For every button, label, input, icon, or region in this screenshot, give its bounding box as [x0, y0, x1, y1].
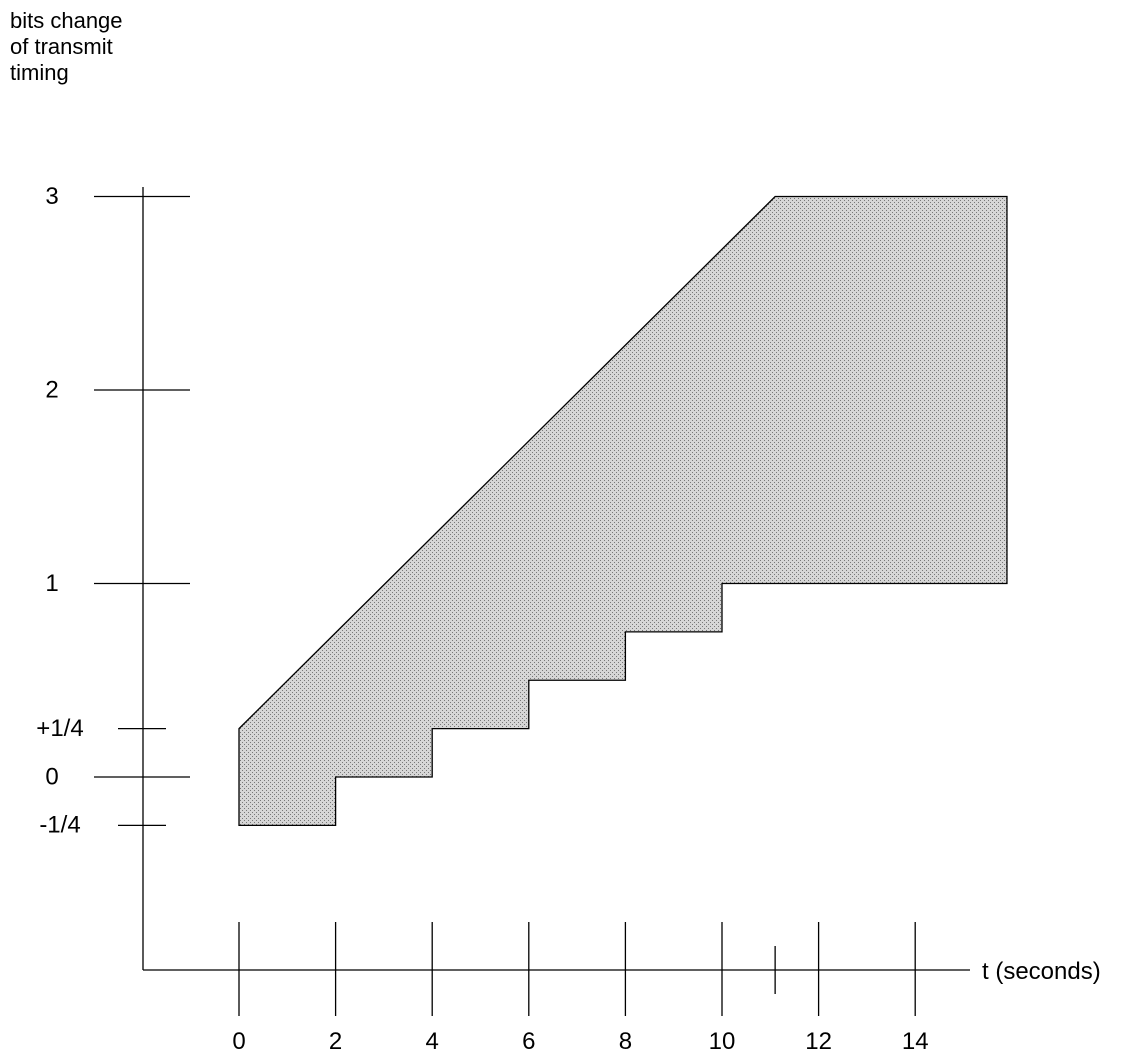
x-tick-label: 12 — [805, 1028, 832, 1055]
x-tick-label: 4 — [426, 1028, 439, 1055]
x-tick-label: 6 — [522, 1028, 535, 1055]
x-tick-label: 0 — [232, 1028, 245, 1055]
y-axis-title-line: bits change — [10, 8, 123, 33]
x-tick-label: 14 — [902, 1028, 929, 1055]
y-tick-label: 3 — [45, 183, 58, 210]
x-axis-title: t (seconds) — [982, 958, 1101, 985]
x-tick-label: 2 — [329, 1028, 342, 1055]
y-tick-label: 1 — [45, 570, 58, 597]
y-tick-label: +1/4 — [36, 715, 83, 742]
y-tick-label: -1/4 — [39, 812, 80, 839]
y-axis-title-line: timing — [10, 60, 69, 85]
shaded-region — [238, 195, 1008, 827]
y-axis-title-line: of transmit — [10, 34, 113, 59]
y-tick-label: 0 — [45, 763, 58, 790]
x-tick-label: 8 — [619, 1028, 632, 1055]
y-tick-label: 2 — [45, 376, 58, 403]
x-tick-label: 10 — [709, 1028, 736, 1055]
